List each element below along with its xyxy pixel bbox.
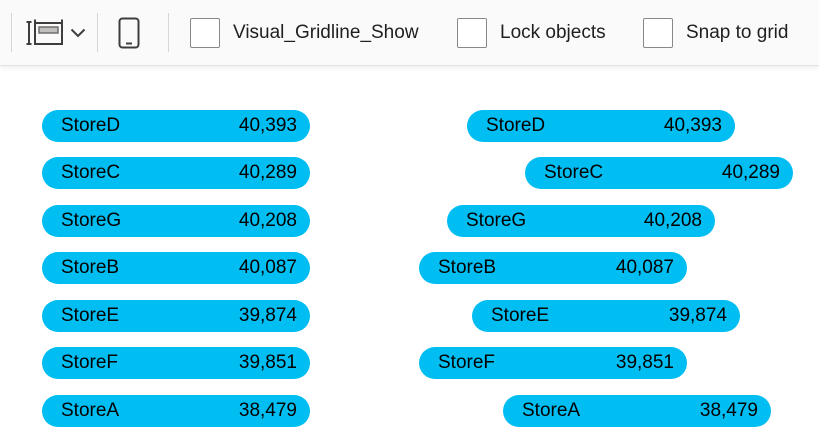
checkbox-label[interactable]: Snap to grid xyxy=(686,21,789,43)
left-bar-chart-bar-storec[interactable]: StoreC 40,289 xyxy=(42,157,310,190)
bar-category-label: StoreF xyxy=(438,352,496,374)
layout-options-icon xyxy=(26,17,64,48)
mobile-layout-button[interactable] xyxy=(118,0,140,65)
bar-category-label: StoreC xyxy=(61,162,121,184)
bar-category-label: StoreA xyxy=(61,399,120,421)
bar-value-label: 38,479 xyxy=(699,399,758,421)
bar-value-label: 39,851 xyxy=(238,352,297,374)
left-bar-chart-bar-storeb[interactable]: StoreB 40,087 xyxy=(42,252,310,285)
bar-value-label: 39,851 xyxy=(615,352,674,374)
bar-value-label: 40,208 xyxy=(238,209,297,231)
bar-value-label: 38,479 xyxy=(238,399,297,421)
toolbar-separator xyxy=(11,13,12,52)
bar-category-label: StoreG xyxy=(61,209,122,231)
bar-value-label: 40,087 xyxy=(238,257,297,279)
right-bar-chart-bar-storeb[interactable]: StoreB 40,087 xyxy=(419,252,687,285)
bar-category-label: StoreA xyxy=(522,399,581,421)
toolbar-separator xyxy=(168,13,169,52)
checkbox-label[interactable]: Visual_Gridline_Show xyxy=(233,21,419,43)
bar-value-label: 40,289 xyxy=(721,162,780,184)
bar-category-label: StoreD xyxy=(486,115,546,136)
visual-gridline-show-option: Visual_Gridline_Show xyxy=(190,0,419,65)
bar-category-label: StoreE xyxy=(491,304,550,326)
bar-category-label: StoreB xyxy=(61,257,120,279)
chevron-down-icon xyxy=(70,28,86,38)
bar-value-label: 40,289 xyxy=(238,162,297,184)
bar-value-label: 40,087 xyxy=(615,257,674,279)
left-bar-chart-bar-stored[interactable]: StoreD 40,393 xyxy=(42,110,310,142)
bar-category-label: StoreE xyxy=(61,304,120,326)
right-bar-chart-bar-storea[interactable]: StoreA 38,479 xyxy=(503,394,771,427)
bar-category-label: StoreC xyxy=(544,162,604,184)
right-bar-chart-bar-storef[interactable]: StoreF 39,851 xyxy=(419,347,687,380)
bar-category-label: StoreF xyxy=(61,352,119,374)
mobile-layout-icon xyxy=(118,17,140,49)
bar-category-label: StoreG xyxy=(466,209,527,231)
right-bar-chart-bar-stored[interactable]: StoreD 40,393 xyxy=(467,110,735,142)
left-bar-chart-bar-storee[interactable]: StoreE 39,874 xyxy=(42,299,310,332)
right-bar-chart-bar-storeg[interactable]: StoreG 40,208 xyxy=(447,204,715,237)
left-bar-chart-bar-storea[interactable]: StoreA 38,479 xyxy=(42,394,310,427)
bar-value-label: 40,393 xyxy=(238,115,297,136)
left-bar-chart-bar-storef[interactable]: StoreF 39,851 xyxy=(42,347,310,380)
snap-to-grid-option: Snap to grid xyxy=(643,0,788,65)
lock-objects-option: Lock objects xyxy=(457,0,606,65)
toolbar: Visual_Gridline_Show Lock objects Snap t… xyxy=(0,0,819,66)
layout-options-dropdown-button[interactable] xyxy=(26,0,86,65)
bar-category-label: StoreD xyxy=(61,115,121,136)
checkbox-label[interactable]: Lock objects xyxy=(500,21,606,43)
right-bar-chart-bar-storee[interactable]: StoreE 39,874 xyxy=(472,299,740,332)
left-bar-chart-bar-storeg[interactable]: StoreG 40,208 xyxy=(42,204,310,237)
bar-category-label: StoreB xyxy=(438,257,497,279)
checkbox-lock-objects[interactable] xyxy=(457,17,487,48)
bar-value-label: 40,393 xyxy=(663,115,722,136)
bar-value-label: 39,874 xyxy=(238,304,297,326)
bar-value-label: 40,208 xyxy=(643,209,702,231)
right-bar-chart-bar-storec[interactable]: StoreC 40,289 xyxy=(525,157,793,190)
toolbar-separator xyxy=(97,13,98,52)
checkbox-snap-to-grid[interactable] xyxy=(643,17,673,48)
checkbox-visual-gridline-show[interactable] xyxy=(190,17,220,48)
bar-value-label: 39,874 xyxy=(668,304,727,326)
